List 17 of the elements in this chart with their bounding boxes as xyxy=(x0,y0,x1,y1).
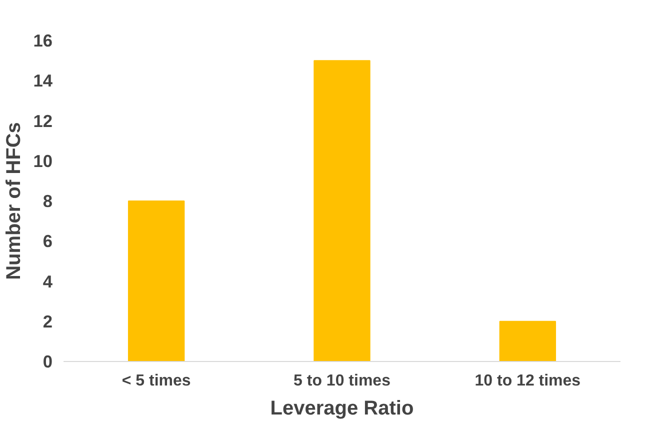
x-tick-label: 10 to 12 times xyxy=(474,372,581,390)
y-tick-label: 14 xyxy=(33,70,53,91)
y-tick-label: 2 xyxy=(42,311,53,332)
y-tick-label: 10 xyxy=(33,150,53,171)
bar xyxy=(314,60,370,362)
y-tick-label: 4 xyxy=(42,271,53,292)
y-tick-label: 16 xyxy=(33,30,53,50)
y-tick-label: 12 xyxy=(33,110,53,131)
y-tick-label: 6 xyxy=(42,231,53,252)
y-axis-title: Number of HFCs xyxy=(3,122,26,280)
x-tick-label: 5 to 10 times xyxy=(294,372,391,390)
x-tick-label: < 5 times xyxy=(122,372,191,390)
bar xyxy=(128,200,185,362)
y-tick-label: 0 xyxy=(42,352,53,372)
bar xyxy=(499,320,556,362)
y-tick-label: 8 xyxy=(42,191,53,211)
x-axis-title: Leverage Ratio xyxy=(270,398,414,420)
